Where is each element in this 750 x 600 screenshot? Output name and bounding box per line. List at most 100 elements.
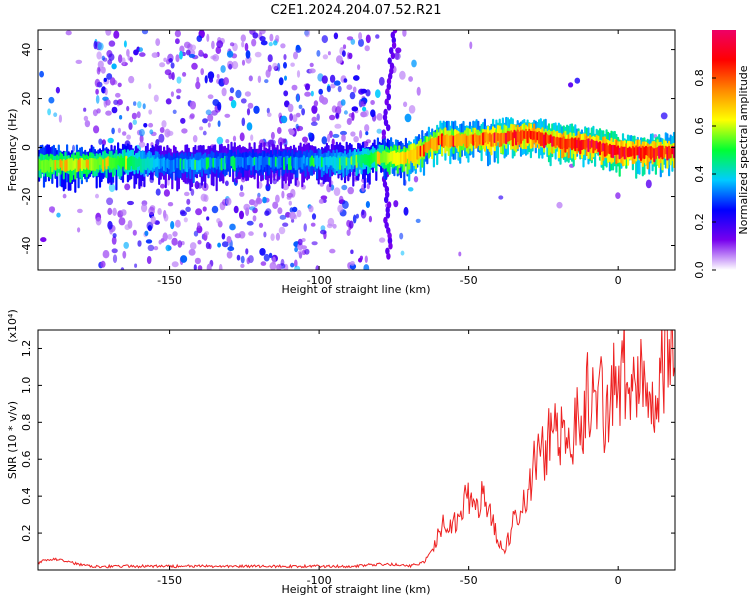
heatmap-cell xyxy=(206,263,212,270)
y-tick-label: 1.2 xyxy=(20,340,33,358)
heatmap-cell xyxy=(138,47,143,52)
heatmap-cell xyxy=(192,158,195,171)
heatmap-cell xyxy=(568,82,574,88)
heatmap-cell xyxy=(75,158,78,173)
heatmap-cell xyxy=(318,88,324,95)
heatmap-cell xyxy=(122,250,127,259)
colorbar-tick-label: 0.0 xyxy=(693,261,706,279)
heatmap-cell xyxy=(130,155,133,167)
heatmap-cell xyxy=(254,51,262,58)
heatmap-cell xyxy=(383,150,386,163)
heatmap-cell xyxy=(113,99,119,106)
heatmap-cell xyxy=(287,103,294,113)
heatmap-cell xyxy=(252,32,259,39)
heatmap-cell xyxy=(349,261,355,266)
heatmap-cell xyxy=(388,242,393,250)
heatmap-cell xyxy=(334,123,342,129)
heatmap-cell xyxy=(273,155,276,169)
heatmap-cell xyxy=(189,242,197,250)
heatmap-cell xyxy=(263,156,266,168)
heatmap-cell xyxy=(241,117,246,127)
heatmap-cell xyxy=(204,231,210,236)
heatmap-cell xyxy=(342,200,349,209)
heatmap-cell xyxy=(156,157,159,167)
heatmap-cell xyxy=(260,261,267,266)
heatmap-cell xyxy=(132,229,137,236)
heatmap-cell xyxy=(264,210,270,216)
heatmap-cell xyxy=(464,133,467,147)
heatmap-cell xyxy=(148,206,155,216)
heatmap-cell xyxy=(376,128,382,134)
heatmap-cell xyxy=(248,75,253,82)
heatmap-cell xyxy=(135,158,138,171)
heatmap-cell xyxy=(211,110,218,116)
heatmap-cell xyxy=(574,77,581,84)
heatmap-cell xyxy=(386,252,391,260)
heatmap-cell xyxy=(333,80,341,86)
heatmap-cell xyxy=(245,248,249,255)
heatmap-cell xyxy=(335,112,340,119)
heatmap-cell xyxy=(653,134,658,139)
heatmap-cell xyxy=(327,133,331,143)
heatmap-cell xyxy=(159,158,162,169)
heatmap-cell xyxy=(511,132,514,147)
heatmap-cell xyxy=(384,221,389,229)
heatmap-cell xyxy=(394,152,398,166)
heatmap-cell xyxy=(221,233,226,240)
heatmap-cell xyxy=(385,206,390,214)
heatmap-cell xyxy=(257,75,262,84)
y-tick-label: -40 xyxy=(20,237,33,255)
heatmap-cell xyxy=(267,112,272,117)
heatmap-cell xyxy=(612,144,615,159)
figure-title: C2E1.2024.204.07.52.R21 xyxy=(270,3,441,18)
heatmap-cell xyxy=(247,102,254,109)
heatmap-cell xyxy=(258,222,264,228)
colorbar-label: Normalized spectral amplitude xyxy=(737,65,750,234)
heatmap-cell xyxy=(221,87,227,97)
heatmap-cell xyxy=(180,117,186,124)
snr-y-label: SNR (10 * v/v) xyxy=(6,401,19,479)
heatmap-cell xyxy=(141,158,144,173)
heatmap-cell xyxy=(72,160,75,170)
heatmap-cell xyxy=(311,241,318,246)
heatmap-cell xyxy=(102,250,110,259)
heatmap-cell xyxy=(386,124,391,132)
heatmap-cell xyxy=(159,127,165,133)
heatmap-cell xyxy=(67,158,70,171)
heatmap-cell xyxy=(165,98,172,105)
heatmap-cell xyxy=(202,206,207,212)
heatmap-cell xyxy=(90,157,93,171)
heatmap-cell xyxy=(329,114,336,121)
heatmap-cell xyxy=(228,63,233,70)
heatmap-cell xyxy=(170,91,174,97)
heatmap-cell xyxy=(282,183,290,191)
heatmap-cell xyxy=(128,75,135,84)
heatmap-cell xyxy=(239,132,245,142)
heatmap-cell xyxy=(353,75,360,81)
heatmap-cell xyxy=(263,231,267,238)
heatmap-cell xyxy=(222,158,225,169)
heatmap-cell xyxy=(360,88,368,94)
heatmap-cell xyxy=(165,244,171,252)
heatmap-cell xyxy=(200,157,203,168)
heatmap-x-ticks: -150 -100 -50 0 xyxy=(157,30,622,287)
heatmap-cell xyxy=(293,51,298,60)
heatmap-cell xyxy=(564,138,567,153)
heatmap-cell xyxy=(321,75,328,84)
heatmap-cell xyxy=(144,230,149,236)
heatmap-cell xyxy=(226,50,234,58)
heatmap-cell xyxy=(663,148,666,158)
heatmap-cell xyxy=(373,152,376,162)
heatmap-cell xyxy=(164,128,171,138)
heatmap-cell xyxy=(350,156,353,165)
heatmap-cell xyxy=(230,99,237,109)
heatmap-cell xyxy=(490,134,493,147)
heatmap-cell xyxy=(592,140,595,154)
heatmap-cell xyxy=(364,255,368,263)
heatmap-cell xyxy=(223,77,230,86)
heatmap-cell xyxy=(93,40,98,50)
heatmap-cell xyxy=(95,193,99,199)
heatmap-cell xyxy=(409,149,412,162)
heatmap-cell xyxy=(408,105,416,114)
heatmap-cell xyxy=(240,156,243,167)
